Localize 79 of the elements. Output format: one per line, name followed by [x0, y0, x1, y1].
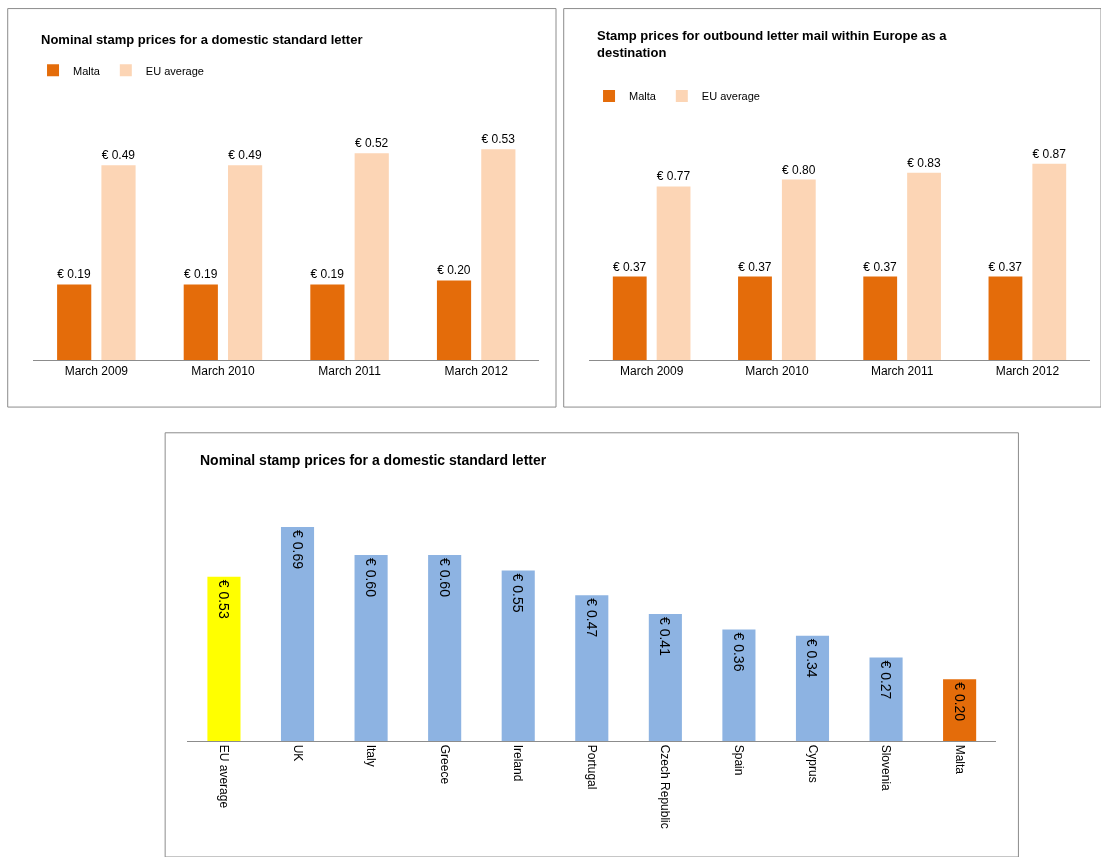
data-label: € 0.20: [951, 682, 968, 722]
data-label: € 0.20: [437, 263, 471, 278]
bar: [988, 276, 1023, 360]
bar: [1032, 163, 1067, 360]
bar: [101, 165, 136, 360]
data-label: € 0.41: [657, 617, 674, 657]
bar: [228, 165, 263, 360]
bar: [354, 555, 388, 742]
data-label: € 0.53: [215, 579, 232, 619]
data-label: € 0.19: [310, 267, 345, 282]
data-label: € 0.19: [57, 267, 92, 282]
data-label: € 0.77: [656, 169, 691, 184]
bar: [781, 179, 816, 360]
legend-label: EU average: [145, 64, 204, 77]
x-tick-label: March 2009: [64, 364, 129, 379]
chart-title: Nominal stamp prices for a domestic standard letter: [41, 32, 363, 47]
x-tick-label: March 2011: [870, 364, 934, 379]
data-label: € 0.49: [101, 148, 136, 163]
bar: [57, 284, 92, 360]
bar: [436, 280, 472, 360]
x-tick-label: Cyprus: [805, 744, 820, 783]
bar: [354, 153, 389, 360]
x-tick-label: March 2009: [619, 364, 684, 379]
data-label: € 0.49: [228, 148, 262, 163]
x-tick-label: Ireland: [511, 744, 526, 782]
data-label: € 0.27: [878, 660, 895, 700]
x-tick-label: Slovenia: [879, 744, 894, 792]
bar: [612, 276, 647, 360]
data-label: € 0.83: [907, 155, 941, 170]
legend-label: Malta: [629, 90, 657, 103]
bar: [310, 284, 345, 360]
data-label: € 0.37: [738, 259, 772, 274]
chart-title: Nominal stamp prices for a domestic standard letter: [200, 452, 547, 468]
bar: [648, 614, 682, 742]
x-tick-label: March 2010: [745, 364, 809, 379]
bar: [722, 629, 756, 742]
bar: [656, 186, 691, 360]
x-tick-label: Italy: [364, 744, 379, 767]
data-label: € 0.60: [363, 558, 380, 598]
data-label: € 0.52: [354, 136, 389, 151]
data-label: € 0.37: [612, 259, 647, 274]
data-label: € 0.37: [988, 259, 1023, 274]
bar: [501, 570, 535, 742]
x-tick-label: UK: [290, 744, 305, 762]
data-label: € 0.69: [289, 530, 306, 570]
x-tick-label: Malta: [952, 744, 967, 775]
bar: [863, 276, 898, 360]
data-label: € 0.47: [583, 598, 600, 638]
x-tick-label: Spain: [732, 744, 747, 776]
bar: [738, 276, 772, 360]
bar: [428, 555, 462, 742]
bar: [207, 576, 241, 742]
x-tick-label: EU average: [217, 744, 232, 809]
legend-label: Malta: [73, 64, 101, 77]
data-label: € 0.19: [183, 267, 218, 282]
data-label: € 0.36: [730, 632, 747, 672]
bar: [907, 172, 941, 360]
x-tick-label: March 2011: [318, 364, 382, 379]
x-tick-label: March 2010: [191, 364, 255, 379]
x-tick-label: March 2012: [995, 364, 1060, 379]
data-label: € 0.80: [781, 162, 816, 177]
data-label: € 0.55: [510, 573, 527, 613]
bar: [795, 635, 830, 742]
data-label: € 0.34: [804, 638, 821, 678]
x-tick-label: Greece: [437, 744, 452, 785]
chart-title: Stamp prices for outbound letter mail within Europe as a destination: [597, 28, 948, 60]
data-label: € 0.87: [1032, 146, 1067, 161]
x-tick-label: March 2012: [444, 364, 509, 379]
x-tick-label: Czech Republic: [658, 744, 673, 829]
bar: [481, 149, 516, 360]
x-tick-label: Portugal: [584, 744, 599, 790]
data-label: € 0.37: [863, 259, 898, 274]
bar: [183, 284, 218, 360]
legend-label: EU average: [701, 90, 760, 103]
data-label: € 0.53: [481, 132, 516, 147]
bar: [869, 657, 903, 742]
bar: [575, 595, 609, 742]
bar: [280, 527, 315, 742]
data-label: € 0.60: [436, 558, 453, 598]
